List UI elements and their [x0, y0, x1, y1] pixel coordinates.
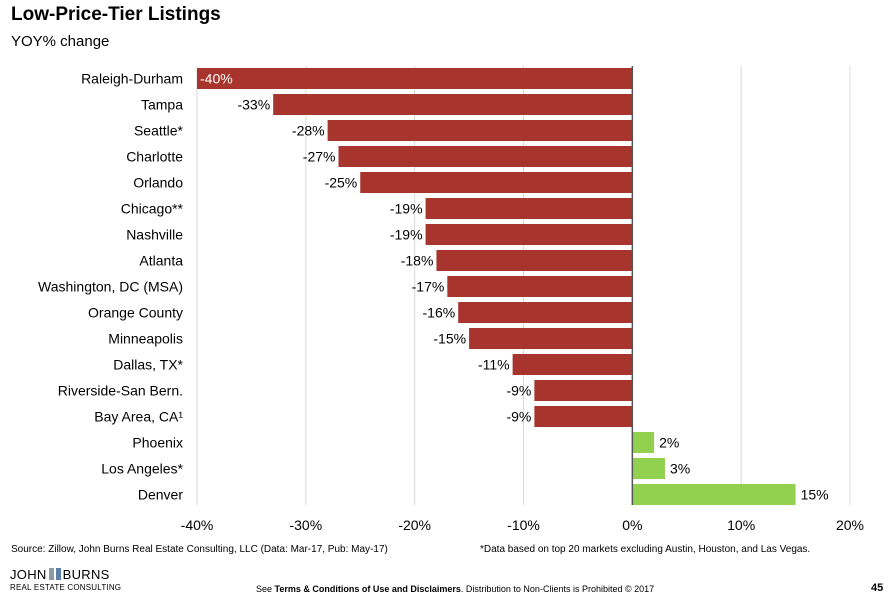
- bar: [632, 458, 665, 479]
- data-label: -18%: [401, 253, 434, 269]
- x-tick-label: -40%: [181, 517, 214, 533]
- bar: [469, 328, 633, 349]
- bar: [534, 406, 633, 427]
- logo-mark-icon: [48, 568, 61, 580]
- category-label: Tampa: [141, 97, 183, 113]
- bar-chart: -40% -30% -20% -10% 0% 10% 20% Raleigh-Durham -4…: [38, 66, 864, 533]
- footnote: *Data based on top 20 markets excluding …: [480, 544, 811, 555]
- data-label: -19%: [390, 227, 423, 243]
- bar: [327, 120, 633, 141]
- terms-notice: See Terms & Conditions of Use and Discla…: [256, 584, 654, 594]
- terms-suffix: . Distribution to Non-Clients is Prohibi…: [460, 584, 655, 594]
- data-label: 15%: [801, 487, 829, 503]
- bar: [197, 68, 633, 89]
- chart-subtitle: YOY% change: [11, 33, 110, 50]
- x-tick-label: -30%: [289, 517, 322, 533]
- data-label: -16%: [423, 305, 456, 321]
- page-number: 45: [871, 582, 884, 594]
- data-label: 2%: [659, 435, 679, 451]
- category-label: Seattle*: [134, 123, 184, 139]
- data-label: -19%: [390, 201, 423, 217]
- category-label: Washington, DC (MSA): [38, 279, 183, 295]
- x-tick-label: 20%: [836, 517, 864, 533]
- company-logo: JOHN BURNS REAL ESTATE CONSULTING: [10, 567, 122, 596]
- x-tick-label: 0%: [622, 517, 642, 533]
- data-label: -15%: [433, 331, 466, 347]
- data-label: -9%: [506, 409, 531, 425]
- category-label: Raleigh-Durham: [81, 71, 183, 87]
- terms-link[interactable]: Terms & Conditions of Use and Disclaimer…: [274, 584, 461, 594]
- logo-text-right: BURNS: [62, 567, 110, 582]
- category-label: Denver: [138, 487, 183, 503]
- bar: [512, 354, 633, 375]
- category-label: Nashville: [126, 227, 183, 243]
- logo-subtitle: REAL ESTATE CONSULTING: [10, 583, 122, 592]
- category-label: Bay Area, CA¹: [94, 409, 183, 425]
- bar: [425, 198, 633, 219]
- x-tick-label: 10%: [727, 517, 755, 533]
- category-label: Los Angeles*: [101, 461, 183, 477]
- logo-text-left: JOHN: [10, 567, 47, 582]
- data-label: -9%: [506, 383, 531, 399]
- data-label: -40%: [200, 71, 233, 87]
- bar: [534, 380, 633, 401]
- data-label: -33%: [237, 97, 270, 113]
- bar: [338, 146, 633, 167]
- x-tick-label: -20%: [398, 517, 431, 533]
- bar: [360, 172, 633, 193]
- data-label: -25%: [325, 175, 358, 191]
- bar: [458, 302, 633, 323]
- bar: [273, 94, 633, 115]
- category-label: Orange County: [88, 305, 183, 321]
- x-tick-label: -10%: [507, 517, 540, 533]
- category-label: Dallas, TX*: [113, 357, 183, 373]
- source-note: Source: Zillow, John Burns Real Estate C…: [11, 544, 388, 555]
- terms-prefix: See: [256, 584, 275, 594]
- bar: [447, 276, 633, 297]
- data-label: 3%: [670, 461, 690, 477]
- category-label: Riverside-San Bern.: [58, 383, 183, 399]
- category-label: Phoenix: [132, 435, 183, 451]
- chart-title: Low-Price-Tier Listings: [11, 4, 221, 25]
- bar: [425, 224, 633, 245]
- data-label: -11%: [478, 357, 510, 373]
- data-label: -28%: [292, 123, 325, 139]
- data-label: -17%: [412, 279, 445, 295]
- category-label: Chicago**: [121, 201, 184, 217]
- data-label: -27%: [303, 149, 336, 165]
- category-label: Orlando: [133, 175, 183, 191]
- bar: [436, 250, 633, 271]
- category-label: Atlanta: [139, 253, 183, 269]
- bar: [632, 432, 655, 453]
- category-label: Charlotte: [126, 149, 183, 165]
- category-label: Minneapolis: [108, 331, 183, 347]
- bar: [632, 484, 796, 505]
